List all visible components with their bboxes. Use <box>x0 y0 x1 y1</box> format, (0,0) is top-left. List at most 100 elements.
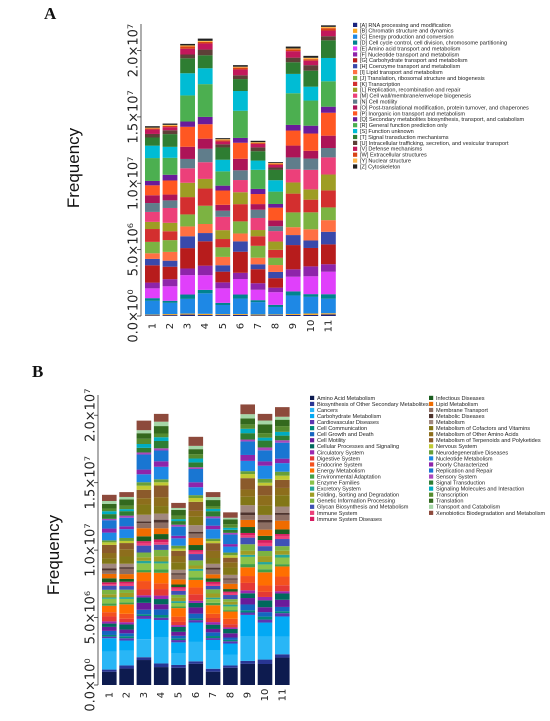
bar-segment <box>240 460 255 472</box>
bar-segment <box>205 569 221 575</box>
legend-swatch <box>310 516 315 521</box>
bar-segment <box>223 628 238 634</box>
bar-segment <box>119 592 134 598</box>
bar-segment <box>223 604 238 607</box>
bar-segment <box>215 138 231 140</box>
bar-stack <box>321 25 336 316</box>
bar-segment <box>188 525 204 532</box>
bar-segment <box>119 618 134 623</box>
bar-segment <box>268 241 283 250</box>
bar-segment <box>136 433 152 439</box>
bar-segment <box>153 448 169 451</box>
bar-segment <box>162 251 178 261</box>
legend-swatch <box>429 480 434 485</box>
bar-segment <box>240 554 255 557</box>
bar-segment <box>240 663 255 685</box>
legend-swatch <box>429 456 434 461</box>
bar-segment <box>153 561 169 564</box>
bar-segment <box>275 426 290 432</box>
legend-label: Poorly Characterized <box>436 462 488 468</box>
bar-segment <box>136 485 152 490</box>
bar-segment <box>233 314 248 316</box>
bar-segment <box>257 478 273 483</box>
bar-segment <box>171 524 186 527</box>
bar-segment <box>240 454 255 461</box>
legend-item: Carbohydrate Metabolism <box>310 413 381 420</box>
bar-segment <box>188 458 204 463</box>
bar-segment <box>162 240 178 252</box>
bar-segment <box>257 569 273 573</box>
legend-item: [N] Cell motility <box>353 99 397 106</box>
bar-segment <box>188 510 204 517</box>
bar-segment <box>205 492 221 498</box>
bar-segment <box>119 505 134 510</box>
bar-segment <box>275 585 290 592</box>
legend-label: [I] Lipid transport and metabolism <box>360 70 443 76</box>
bar-segment <box>240 496 255 506</box>
legend-item: Replication and Repair <box>429 468 493 474</box>
legend-item: Metabolism of Other Amino Acids <box>429 432 519 438</box>
bar-segment <box>205 613 221 619</box>
legend-label: Cell Communication <box>317 426 367 432</box>
bar-segment <box>205 538 221 542</box>
bar-stack <box>145 126 160 316</box>
bar-segment <box>275 539 290 547</box>
legend-label: [W] Extracellular structures <box>360 153 427 159</box>
bar-segment <box>119 668 134 685</box>
x-tick-label: 3 <box>139 692 150 698</box>
bar-segment <box>240 564 255 568</box>
bar-stack <box>303 55 319 316</box>
legend-item: [W] Extracellular structures <box>353 152 427 159</box>
legend-item: Signaling Molecules and Interaction <box>429 486 524 493</box>
bar-segment <box>257 619 273 623</box>
legend-swatch <box>310 450 315 455</box>
bar-segment <box>215 302 231 305</box>
legend-swatch <box>429 486 434 491</box>
bar-stack <box>119 492 134 685</box>
legend-item: Lipid Metabolism <box>429 401 478 408</box>
bar-segment <box>180 95 195 122</box>
bar-segment <box>233 313 248 315</box>
bar-segment <box>171 642 186 654</box>
bar-segment <box>215 204 231 211</box>
bar-segment <box>180 48 195 55</box>
bar-segment <box>303 276 319 295</box>
legend-swatch <box>353 93 358 98</box>
legend-label: Translation <box>436 499 463 505</box>
legend-swatch <box>429 450 434 455</box>
bar-segment <box>136 482 152 486</box>
bar-segment <box>162 200 178 208</box>
legend-item: Environmental Adaptation <box>310 474 381 480</box>
bar-segment <box>275 475 290 480</box>
bar-segment <box>268 292 283 305</box>
bar-segment <box>240 433 255 440</box>
bar-segment <box>250 209 266 218</box>
bar-segment <box>285 169 301 183</box>
legend-item: Metabolic Diseases <box>429 413 485 420</box>
bar-segment <box>215 265 231 272</box>
bar-segment <box>257 505 273 515</box>
bar-segment <box>250 257 266 265</box>
legend-swatch <box>353 123 358 128</box>
bar-segment <box>275 611 290 614</box>
bar-stack <box>188 436 204 685</box>
bar-segment <box>268 249 283 258</box>
bar-segment <box>197 293 213 314</box>
bar-segment <box>215 230 231 240</box>
bar-segment <box>162 207 178 223</box>
bar-segment <box>240 550 255 555</box>
x-tick-label: 5 <box>218 323 229 329</box>
legend-label: Lipid Metabolism <box>436 402 478 408</box>
legend-item: Cell Motility <box>310 438 346 444</box>
bar-segment <box>119 556 134 564</box>
bar-segment <box>240 590 255 594</box>
legend-label: Membrane Transport <box>436 408 488 414</box>
bar-segment <box>250 230 266 237</box>
legend-label: [Y] Nuclear structure <box>360 159 411 165</box>
legend-label: Replication and Repair <box>436 468 493 474</box>
bar-segment <box>321 148 336 158</box>
legend-swatch <box>429 413 434 419</box>
panel-a-letter: A <box>44 4 57 23</box>
bar-segment <box>268 278 283 288</box>
legend-swatch <box>429 510 434 515</box>
